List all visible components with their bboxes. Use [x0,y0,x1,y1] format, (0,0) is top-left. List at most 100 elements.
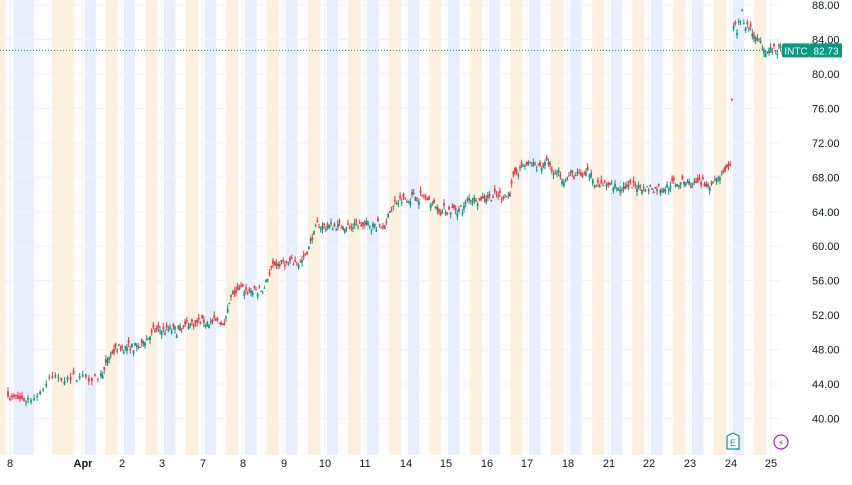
candle-body [429,204,432,209]
candle-body [433,199,435,203]
candle-body [497,195,500,197]
x-tick-label: 7 [200,458,206,470]
x-tick-label: 11 [359,458,370,470]
candle-body [524,165,526,167]
premarket-band [0,0,6,455]
y-tick-label: 72.00 [812,138,840,150]
candle-body [27,398,29,400]
candle-body [468,197,471,201]
candle-body [656,188,658,191]
candle-body [164,332,166,335]
x-axis: 8 Apr 2 3 7 8 9 10 11 14 15 16 17 18 21 22 23 24 25 [7,458,777,470]
candle-body [591,180,594,184]
candle-body [768,50,770,54]
candle-body [414,196,417,201]
candle-body [438,209,440,213]
candle-body [109,354,112,356]
x-tick-label: 16 [481,458,493,470]
candle-body [328,225,331,229]
candle-body [744,27,747,31]
candle-body [175,335,178,339]
candle-body [632,180,635,183]
candle-body [661,190,663,192]
y-tick-label: 44.00 [812,379,840,391]
dividend-marker-icon [773,434,789,450]
afterhours-band [164,0,176,455]
candle-body [170,330,173,334]
candle-body [36,395,39,397]
candle-body [732,25,735,29]
candle-body [311,237,314,241]
y-tick-label: 88.00 [812,0,840,12]
premarket-band [266,0,280,455]
candle-body [179,326,181,331]
afterhours-band [651,0,663,455]
candle-body [605,184,608,187]
earnings-marker-label: E [730,438,736,448]
candle-body [411,191,413,195]
candle-body [571,170,574,174]
candle-body [378,224,381,227]
candle-body [223,322,226,326]
candle-body [627,184,630,187]
x-tick-label: 9 [281,458,287,470]
symbol-badge-bg [782,43,810,58]
candle-body [338,221,341,223]
candle-body [641,189,643,194]
candle-body [230,295,232,298]
candle-body [302,254,305,258]
candle-body [559,175,562,177]
candle-body [135,345,138,348]
candle-body [431,204,434,206]
candle-body [417,201,420,205]
candle-body [436,206,439,210]
candle-body [400,202,403,204]
candle-body [664,189,667,192]
candle-body [301,259,303,263]
candle-body [746,21,749,25]
candle-body [564,181,567,183]
candle-body [409,201,412,206]
candle-body [100,373,102,377]
candle-body [375,229,378,232]
candle-body [763,49,765,54]
candle-body [509,193,511,197]
candle-body [693,181,696,183]
candle-body [703,183,706,187]
candle-body [106,360,109,363]
candle-body [340,227,343,229]
candle-body [45,384,48,387]
candle-body [87,377,90,382]
candle-body [652,192,655,194]
candle-body [639,185,642,187]
candle-body [600,179,603,184]
last-price-badge: INTC 82.73 [782,43,842,58]
candle-body [127,340,130,344]
candle-body [304,253,307,255]
candle-body [11,395,13,398]
candle-body [748,28,750,30]
candle-body [57,377,60,379]
candle-body [522,165,525,167]
candle-body [727,163,730,167]
candle-body [674,184,677,187]
candle-body [180,328,183,330]
candle-body [152,324,155,328]
candle-body [285,261,288,263]
candle-body [419,190,422,193]
candle-body [228,302,231,304]
candle-body [754,38,757,41]
candle-body [466,199,469,201]
candle-body [519,167,521,169]
candle-body [547,161,550,165]
candle-body [261,292,264,294]
candle-body [568,175,570,177]
x-tick-label: 22 [643,458,655,470]
afterhours-band [529,0,541,455]
candle-body [713,179,716,181]
candle-body [459,205,462,207]
candle-body [139,346,141,348]
candle-body [637,185,640,189]
